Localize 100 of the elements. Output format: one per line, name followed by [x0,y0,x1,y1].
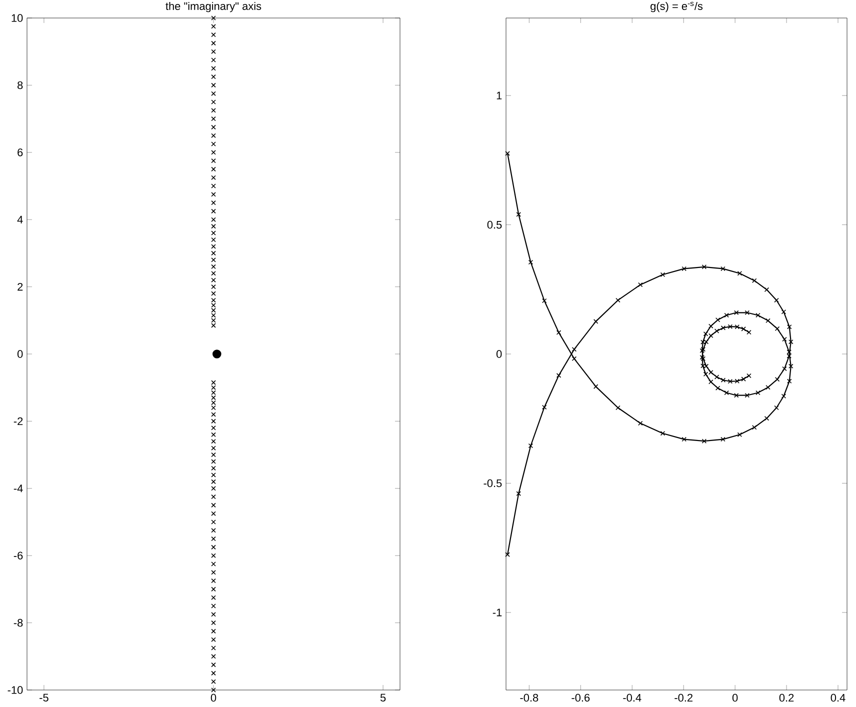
point [708,324,714,328]
point [734,310,739,316]
y-tick-label: -10 [8,686,23,694]
y-tick-label: 6 [18,148,23,156]
y-tick-label: -1 [492,608,502,616]
point [528,443,534,448]
point [702,438,707,444]
chart-title: the "imaginary" axis [166,2,262,12]
chart-title: g(s) = e$^{-s}$/s [650,2,703,12]
point [766,318,770,324]
point [737,432,742,438]
point [746,373,752,378]
point [714,374,720,380]
point [774,405,779,410]
point [714,328,720,334]
y-tick-label: 10 [12,14,23,22]
point [786,378,792,384]
y-tick-label: -0.5 [484,479,502,488]
point [616,298,620,303]
point [660,430,666,436]
y-tick-label: -4 [14,484,23,492]
point [572,346,577,352]
point [556,373,562,378]
point [781,394,786,399]
y-tick-label: 2 [18,282,23,291]
point [724,312,729,318]
point [593,384,598,389]
point [734,378,740,384]
point [704,364,709,369]
point [756,390,760,396]
point [715,318,720,322]
point [734,392,739,398]
point [746,330,752,335]
y-tick-label: -8 [14,618,23,627]
x-tick-label: 0 [210,694,216,702]
point [781,309,786,314]
point [542,404,547,410]
point [715,386,720,390]
point [593,319,598,324]
x-tick-label: 0.2 [779,694,794,702]
point [782,366,787,372]
point [786,350,792,354]
point [528,260,534,265]
point [724,390,729,396]
point [638,282,643,288]
x-tick-label: -0.4 [623,694,642,702]
point [720,378,726,382]
y-tick-label: 0 [496,350,502,358]
x-tick-label: -0.6 [572,694,590,702]
point [708,380,714,384]
point [572,356,577,362]
x-tick-label: 0 [732,694,738,702]
point [505,552,510,557]
point [764,287,770,292]
point [505,151,510,156]
point [734,324,740,330]
point [752,278,757,283]
y-tick-label: 0.5 [487,220,502,229]
point [774,376,780,382]
y-tick-label: 1 [496,92,502,100]
point [744,310,750,316]
y-tick-label: -6 [14,552,23,560]
y-tick-label: 8 [18,81,23,90]
point [741,376,746,382]
x-tick-label: 5 [380,694,386,702]
point [700,364,706,368]
point [720,436,726,442]
point [782,336,787,342]
point [741,326,746,332]
point [702,264,707,270]
point [786,354,792,358]
point [728,324,733,329]
point [786,324,792,330]
point [788,364,794,369]
point [660,272,666,278]
point [556,330,562,335]
point [516,491,521,496]
point [744,392,750,398]
point [720,326,726,330]
y-tick-label: 0 [17,350,23,358]
x-tick-label: 0.4 [830,694,846,702]
point [720,266,726,272]
point [774,298,779,303]
point [616,405,620,410]
point [704,339,709,344]
point [752,425,757,430]
point [682,436,686,442]
point [516,212,521,217]
x-tick-label: -5 [40,694,48,702]
y-tick-label: -2 [14,417,23,426]
point [728,379,733,384]
point [682,266,686,272]
point [737,270,742,276]
point [542,298,547,304]
point [700,340,706,344]
point [638,420,643,426]
point [788,339,794,344]
point [764,416,770,421]
x-tick-label: -0.8 [520,694,538,702]
x-tick-label: -0.2 [674,694,692,702]
